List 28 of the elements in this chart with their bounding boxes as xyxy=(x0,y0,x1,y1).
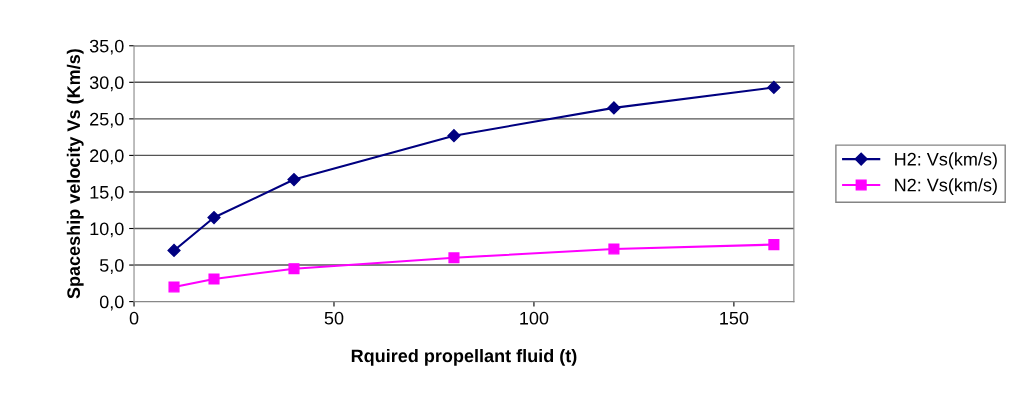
legend-label: H2: Vs(km/s) xyxy=(895,152,997,170)
y-tick-label: 5,0 xyxy=(99,258,124,274)
point xyxy=(607,101,621,115)
point xyxy=(167,243,181,258)
y-tick-label: 30,0 xyxy=(89,76,124,92)
y-tick-label: 20,0 xyxy=(90,149,124,165)
x-tick-label: 50 xyxy=(324,311,344,325)
y-axis-title: Spaceship velocity Vs (Km/s) xyxy=(66,49,84,299)
point xyxy=(288,263,300,275)
x-tick-label: 0 xyxy=(129,311,139,325)
y-tick-label: 10,0 xyxy=(90,222,124,238)
y-tick-label: 15,0 xyxy=(90,185,124,201)
point xyxy=(768,239,780,251)
point xyxy=(448,252,460,264)
legend-label: N2: Vs(km/s) xyxy=(895,178,997,196)
x-tick-label: 100 xyxy=(520,311,549,325)
x-axis-title: Rquired propellant fluid (t) xyxy=(351,348,577,366)
y-tick-label: 0,0 xyxy=(99,295,124,311)
point xyxy=(767,80,781,95)
point xyxy=(608,243,620,255)
y-tick-label: 25,0 xyxy=(90,112,124,128)
y-tick-label: 35,0 xyxy=(89,39,124,55)
point xyxy=(287,172,301,187)
point xyxy=(207,210,221,225)
point xyxy=(168,281,180,293)
x-tick-label: 150 xyxy=(720,311,749,325)
point xyxy=(208,273,220,285)
point xyxy=(447,129,461,143)
